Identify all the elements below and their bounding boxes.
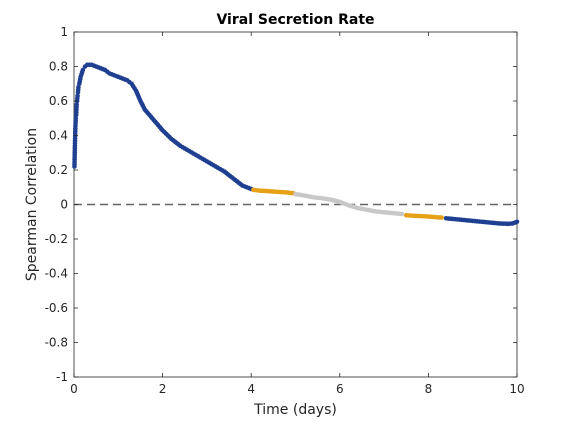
data-point xyxy=(80,67,86,73)
x-tick-label: 2 xyxy=(159,382,167,396)
y-tick-label: -0.8 xyxy=(45,336,68,350)
x-tick-label: 4 xyxy=(247,382,255,396)
y-tick-label: 0.6 xyxy=(49,94,68,108)
y-tick-label: -1 xyxy=(56,370,68,384)
data-point xyxy=(514,219,520,225)
y-tick-label: 0.4 xyxy=(49,129,68,143)
x-tick-label: 6 xyxy=(336,382,344,396)
y-tick-label: -0.6 xyxy=(45,301,68,315)
chart-title: Viral Secretion Rate xyxy=(216,12,374,28)
y-tick-label: 1 xyxy=(60,25,68,39)
data-point xyxy=(74,102,79,107)
data-points xyxy=(72,62,520,227)
data-point xyxy=(76,84,81,90)
x-tick-label: 10 xyxy=(509,382,524,396)
data-point xyxy=(73,115,79,121)
y-tick-label: 0 xyxy=(60,198,68,212)
y-tick-label: -0.4 xyxy=(45,267,68,281)
y-tick-label: 0.2 xyxy=(49,163,68,177)
x-axis-label: Time (days) xyxy=(253,402,337,418)
y-tick-label: 0.8 xyxy=(49,60,68,74)
data-point xyxy=(439,215,444,220)
x-tick-label: 0 xyxy=(70,382,78,396)
y-tick-label: -0.2 xyxy=(45,232,68,246)
y-axis-label: Spearman Correlation xyxy=(24,128,40,281)
data-point xyxy=(75,93,80,99)
data-point xyxy=(399,211,405,217)
axis-ticks: 0 2 4 6 8 10 -1 -0.8 -0.6 -0.4 -0.2 0 0.2 0.4 0.6 0.8 1 xyxy=(45,25,525,396)
x-tick-label: 8 xyxy=(425,382,433,396)
